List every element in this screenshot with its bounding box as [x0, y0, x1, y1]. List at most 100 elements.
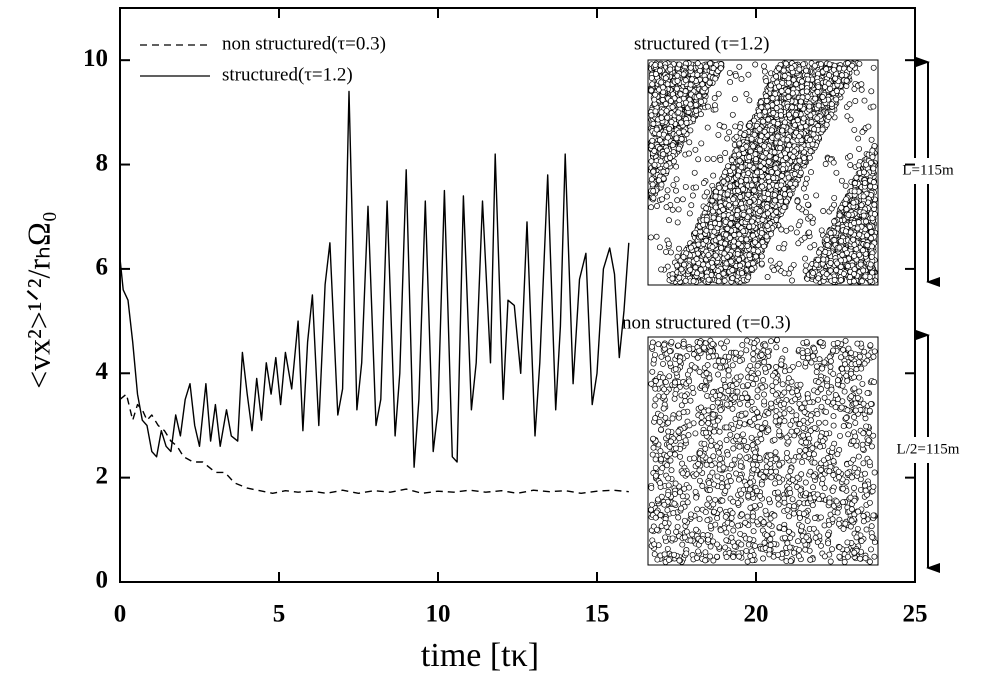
particle: [693, 184, 700, 191]
particle: [788, 65, 795, 72]
particle: [851, 188, 858, 195]
particle: [770, 175, 777, 181]
particle: [664, 81, 671, 88]
particle: [843, 77, 850, 84]
particle: [764, 222, 771, 229]
particle: [663, 248, 669, 255]
particle: [673, 135, 680, 142]
particle: [694, 60, 701, 67]
particle: [856, 60, 863, 67]
particle: [750, 143, 757, 150]
particle: [787, 225, 794, 232]
particle: [722, 218, 729, 225]
particle: [682, 183, 689, 190]
particle: [801, 155, 808, 161]
particle: [783, 227, 790, 234]
particle: [809, 141, 816, 148]
particle: [847, 153, 854, 160]
particle: [803, 262, 810, 269]
particle: [712, 193, 719, 200]
particle: [716, 235, 723, 242]
particle: [808, 119, 815, 126]
particle: [808, 169, 814, 176]
particle: [796, 133, 803, 140]
particle: [667, 154, 674, 161]
particle: [748, 135, 755, 142]
particle: [746, 97, 753, 104]
particle: [657, 158, 664, 165]
particle: [855, 162, 862, 169]
particle: [765, 174, 772, 180]
particle: [652, 108, 659, 115]
particle: [790, 153, 797, 160]
particle: [758, 260, 765, 267]
particle: [838, 277, 844, 284]
particle: [797, 169, 804, 176]
particle: [662, 75, 669, 82]
particle: [704, 124, 711, 131]
particle: [861, 169, 867, 176]
particle: [809, 219, 816, 226]
particle: [757, 431, 764, 438]
particle: [831, 218, 838, 225]
particle: [815, 256, 822, 263]
particle: [729, 111, 736, 118]
particle: [740, 211, 747, 218]
particle: [721, 123, 728, 130]
particle: [743, 236, 750, 243]
particle: [749, 218, 755, 225]
particle: [705, 252, 712, 258]
particle: [779, 127, 786, 134]
particle: [815, 83, 822, 90]
particle: [730, 243, 737, 250]
particle: [693, 256, 700, 262]
particle: [668, 119, 675, 125]
particle: [776, 194, 783, 201]
particle: [664, 187, 671, 194]
particle: [767, 82, 774, 89]
particle: [708, 259, 715, 266]
particle: [806, 154, 813, 161]
particle: [673, 187, 679, 194]
particle: [802, 255, 809, 262]
particle: [833, 267, 840, 274]
particle: [853, 174, 860, 181]
particle: [846, 101, 853, 108]
particle: [847, 162, 854, 168]
particle: [669, 104, 676, 111]
particle: [773, 209, 780, 215]
particle: [781, 270, 788, 277]
particle: [677, 91, 684, 98]
particle: [839, 251, 846, 258]
particle: [764, 103, 771, 110]
particle: [693, 107, 700, 114]
particle: [666, 125, 673, 132]
particle: [695, 241, 702, 248]
particle: [827, 230, 834, 237]
particle: [815, 102, 822, 109]
particle: [871, 183, 878, 190]
particle: [803, 88, 810, 95]
particle: [663, 193, 670, 200]
particle: [770, 110, 777, 116]
particle: [854, 225, 861, 232]
particle: [871, 211, 878, 218]
particle: [707, 224, 714, 231]
particle: [852, 98, 859, 104]
particle: [722, 150, 729, 156]
particle: [738, 164, 745, 171]
particle: [851, 278, 857, 285]
particle: [752, 176, 759, 183]
particle: [745, 261, 752, 268]
particle: [776, 65, 782, 72]
particle: [652, 91, 659, 98]
particle: [703, 205, 710, 212]
particle: [686, 150, 692, 157]
particle: [686, 210, 693, 217]
particle: [676, 245, 682, 252]
particle: [738, 178, 744, 185]
particle: [764, 210, 771, 217]
particle: [687, 64, 694, 71]
particle: [728, 157, 735, 164]
particle: [802, 267, 809, 274]
